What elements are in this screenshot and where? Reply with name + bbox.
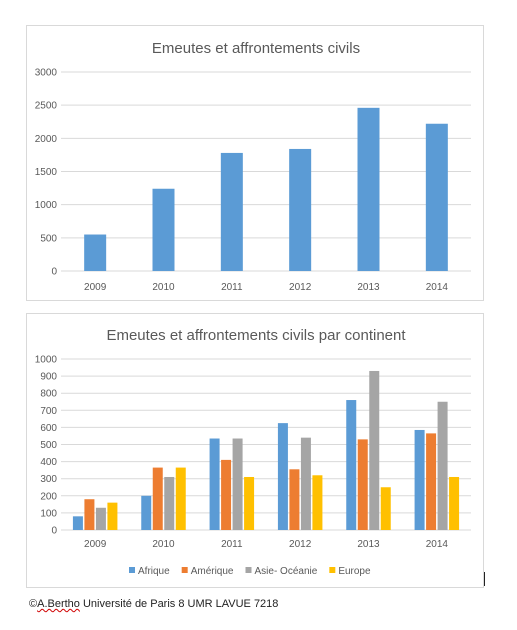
chart1-y-tick-label: 0 — [51, 267, 57, 278]
chart2-y-tick-label: 900 — [40, 372, 57, 383]
chart2-bar — [312, 475, 323, 530]
chart2-y-tick-label: 0 — [51, 526, 57, 537]
chart2-bar — [244, 476, 255, 530]
chart1-bar — [152, 188, 175, 271]
chart2-bar — [426, 433, 437, 530]
chart2-y-tick-label: 800 — [40, 389, 57, 400]
chart2-legend-label: Asie- Océanie — [255, 566, 318, 577]
chart2-y-tick-label: 300 — [40, 474, 57, 485]
chart2-bar — [289, 469, 300, 530]
chart1-title: Emeutes et affrontements civils — [152, 40, 360, 57]
text-cursor — [484, 572, 485, 586]
chart2-bar — [221, 459, 232, 530]
chart2-legend-label: Amérique — [191, 566, 234, 577]
chart2-bar — [232, 438, 243, 530]
chart2-x-tick-label: 2013 — [357, 539, 380, 550]
chart1-x-tick-label: 2012 — [289, 282, 312, 293]
chart1-bar — [289, 148, 312, 271]
chart2-y-tick-label: 1000 — [35, 355, 58, 366]
chart2-bar — [369, 370, 380, 530]
chart2-bar — [175, 467, 186, 530]
chart2-legend-swatch — [129, 567, 135, 573]
chart2-bar — [414, 429, 425, 530]
chart1-x-tick-label: 2010 — [152, 282, 175, 293]
chart1-x-tick-label: 2009 — [84, 282, 107, 293]
chart2-bar — [437, 401, 448, 530]
credit-rest: Université de Paris 8 UMR LAVUE 7218 — [79, 598, 279, 610]
chart-panel-continent: Emeutes et affrontements civils par cont… — [26, 313, 484, 588]
chart2-legend-swatch — [181, 567, 188, 573]
chart1-y-tick-label: 3000 — [35, 68, 58, 79]
chart1-y-tick-label: 2000 — [35, 134, 58, 145]
chart2-bar — [141, 495, 152, 530]
chart2-bar — [72, 516, 83, 530]
chart1-bar — [357, 107, 380, 271]
chart2-y-tick-label: 500 — [40, 440, 57, 451]
chart2-x-tick-label: 2009 — [84, 539, 107, 550]
chart1-y-tick-label: 1500 — [35, 167, 58, 178]
chart1-x-tick-label: 2013 — [357, 282, 380, 293]
chart2-x-tick-label: 2011 — [221, 539, 243, 550]
chart1-x-tick-label: 2011 — [221, 282, 243, 293]
chart2-legend-swatch — [329, 567, 336, 573]
chart-panel-total: Emeutes et affrontements civils 0 500 1000 1… — [26, 25, 484, 301]
credit-author: A.Bertho — [37, 598, 80, 610]
credit-line: ©A.Bertho Université de Paris 8 UMR LAVU… — [29, 598, 278, 610]
chart2-y-tick-label: 200 — [40, 491, 57, 502]
chart2-bar — [95, 507, 106, 530]
chart-total-svg: Emeutes et affrontements civils 0 500 1000 1… — [35, 40, 471, 293]
credit-prefix: © — [29, 598, 38, 610]
chart2-bar — [209, 438, 220, 530]
chart2-bar — [357, 439, 368, 530]
chart2-y-tick-label: 100 — [40, 508, 57, 519]
chart1-bar — [84, 234, 107, 271]
chart2-x-tick-label: 2010 — [152, 539, 175, 550]
chart1-y-tick-label: 2500 — [35, 101, 58, 112]
chart2-bar — [164, 476, 175, 530]
chart1-bar — [425, 123, 448, 272]
chart2-y-tick-label: 400 — [40, 457, 57, 468]
chart2-bar — [346, 400, 357, 530]
chart1-y-tick-label: 1000 — [35, 200, 58, 211]
chart2-legend-swatch — [245, 567, 252, 573]
chart2-x-tick-label: 2014 — [426, 539, 449, 550]
chart1-y-tick-label: 500 — [40, 233, 57, 244]
chart2-bar — [380, 487, 391, 530]
chart1-bar — [220, 152, 243, 271]
chart2-legend-label: Europe — [338, 566, 371, 577]
chart1-x-tick-label: 2014 — [426, 282, 449, 293]
chart2-bar — [84, 499, 95, 530]
chart-continent-svg: Emeutes et affrontements civils par cont… — [35, 327, 471, 577]
chart2-title: Emeutes et affrontements civils par cont… — [106, 327, 406, 344]
chart2-bar — [277, 423, 288, 530]
chart2-bar — [107, 502, 118, 530]
chart2-bar — [152, 467, 163, 530]
chart2-bar — [300, 437, 311, 530]
chart2-y-tick-label: 600 — [40, 423, 57, 434]
chart2-x-tick-label: 2012 — [289, 539, 312, 550]
chart2-legend-label: Afrique — [138, 566, 170, 577]
chart2-bar — [449, 476, 460, 530]
chart2-y-tick-label: 700 — [40, 406, 57, 417]
